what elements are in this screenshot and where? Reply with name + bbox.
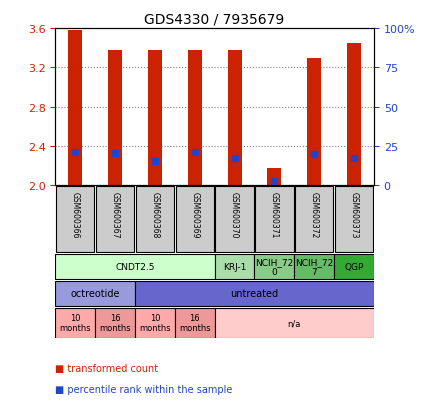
FancyBboxPatch shape [334,254,374,280]
Text: GSM600369: GSM600369 [190,191,199,238]
Bar [347,44,361,186]
FancyBboxPatch shape [136,187,174,253]
Text: NCIH_72
7: NCIH_72 7 [295,257,333,277]
Text: octreotide: octreotide [71,289,120,299]
Bar [148,50,162,186]
FancyBboxPatch shape [215,308,374,338]
Text: GSM600370: GSM600370 [230,191,239,238]
Text: NCIH_72
0: NCIH_72 0 [255,257,294,277]
Text: n/a: n/a [288,318,301,328]
FancyBboxPatch shape [295,187,333,253]
FancyBboxPatch shape [335,187,373,253]
FancyBboxPatch shape [55,281,135,307]
FancyBboxPatch shape [135,281,374,307]
Text: CNDT2.5: CNDT2.5 [115,262,155,271]
Bar [68,31,82,186]
Text: 16
months: 16 months [179,313,210,332]
FancyBboxPatch shape [56,187,94,253]
Text: GSM600368: GSM600368 [150,191,159,237]
FancyBboxPatch shape [255,187,294,253]
Text: ■ percentile rank within the sample: ■ percentile rank within the sample [55,384,232,394]
Text: GSM600372: GSM600372 [310,191,319,237]
FancyBboxPatch shape [215,254,255,280]
FancyBboxPatch shape [96,187,134,253]
FancyBboxPatch shape [215,187,254,253]
Text: 10
months: 10 months [60,313,91,332]
Text: GSM600373: GSM600373 [350,191,359,238]
FancyBboxPatch shape [55,308,95,338]
FancyBboxPatch shape [175,308,215,338]
Text: ■ transformed count: ■ transformed count [55,363,159,373]
Title: GDS4330 / 7935679: GDS4330 / 7935679 [144,12,285,26]
Bar [227,50,241,186]
Text: GSM600367: GSM600367 [110,191,119,238]
FancyBboxPatch shape [135,308,175,338]
Text: GSM600371: GSM600371 [270,191,279,237]
Text: GSM600366: GSM600366 [71,191,79,238]
Bar [307,58,321,186]
FancyBboxPatch shape [255,254,294,280]
Text: QGP: QGP [344,262,364,271]
Text: KRJ-1: KRJ-1 [223,262,246,271]
Bar [188,50,202,186]
FancyBboxPatch shape [294,254,334,280]
FancyBboxPatch shape [176,187,214,253]
FancyBboxPatch shape [95,308,135,338]
Bar [267,169,281,186]
FancyBboxPatch shape [55,254,215,280]
Bar [108,50,122,186]
Text: untreated: untreated [230,289,278,299]
Text: 16
months: 16 months [99,313,131,332]
Text: 10
months: 10 months [139,313,171,332]
